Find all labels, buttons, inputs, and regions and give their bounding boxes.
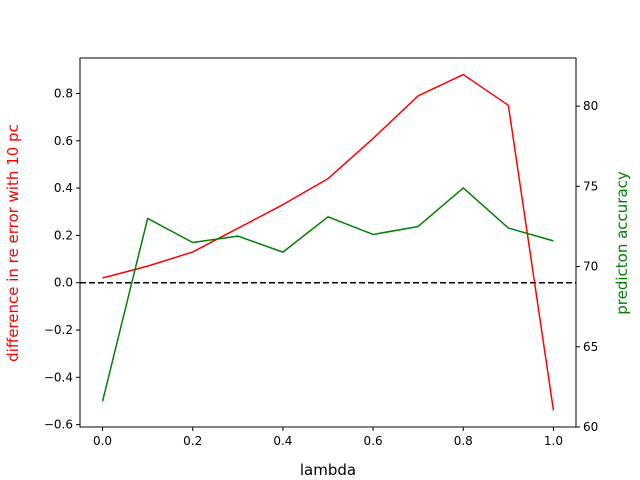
left-tick-label: −0.2 (44, 323, 73, 337)
left-tick-label: −0.6 (44, 418, 73, 432)
plot-layer (80, 73, 576, 411)
left-tick-label: 0.6 (54, 134, 73, 148)
right-tick-label: 75 (583, 179, 598, 193)
right-tick-label: 70 (583, 260, 598, 274)
x-tick-label: 0.2 (183, 434, 202, 448)
series-line-prediction-accuracy (101, 187, 554, 402)
plot-frame (79, 57, 577, 428)
left-tick-label: 0.4 (54, 181, 73, 195)
right-tick-label: 60 (583, 420, 598, 434)
left-tick-label: 0.8 (54, 86, 73, 100)
tick-layer: 0.0 0.2 0.4 0.6 0.8 1.0 −0.6 −0.4 −0.2 0.0 0.2 0.4 0… (44, 86, 598, 448)
x-tick-label: 1.0 (544, 434, 563, 448)
right-tick-label: 80 (583, 99, 598, 113)
right-tick-label: 65 (583, 340, 598, 354)
series-line-error-difference (102, 73, 555, 411)
left-axis-title: difference in re error with 10 pc (4, 124, 22, 362)
x-tick-label: 0.8 (454, 434, 473, 448)
right-axis-title: predicton accuracy (613, 171, 631, 315)
left-tick-label: −0.4 (44, 370, 73, 384)
left-tick-label: 0.0 (54, 276, 73, 290)
x-tick-label: 0.4 (273, 434, 292, 448)
left-tick-label: 0.2 (54, 228, 73, 242)
x-tick-label: 0.0 (93, 434, 112, 448)
x-tick-label: 0.6 (364, 434, 383, 448)
x-axis-title: lambda (300, 461, 356, 479)
